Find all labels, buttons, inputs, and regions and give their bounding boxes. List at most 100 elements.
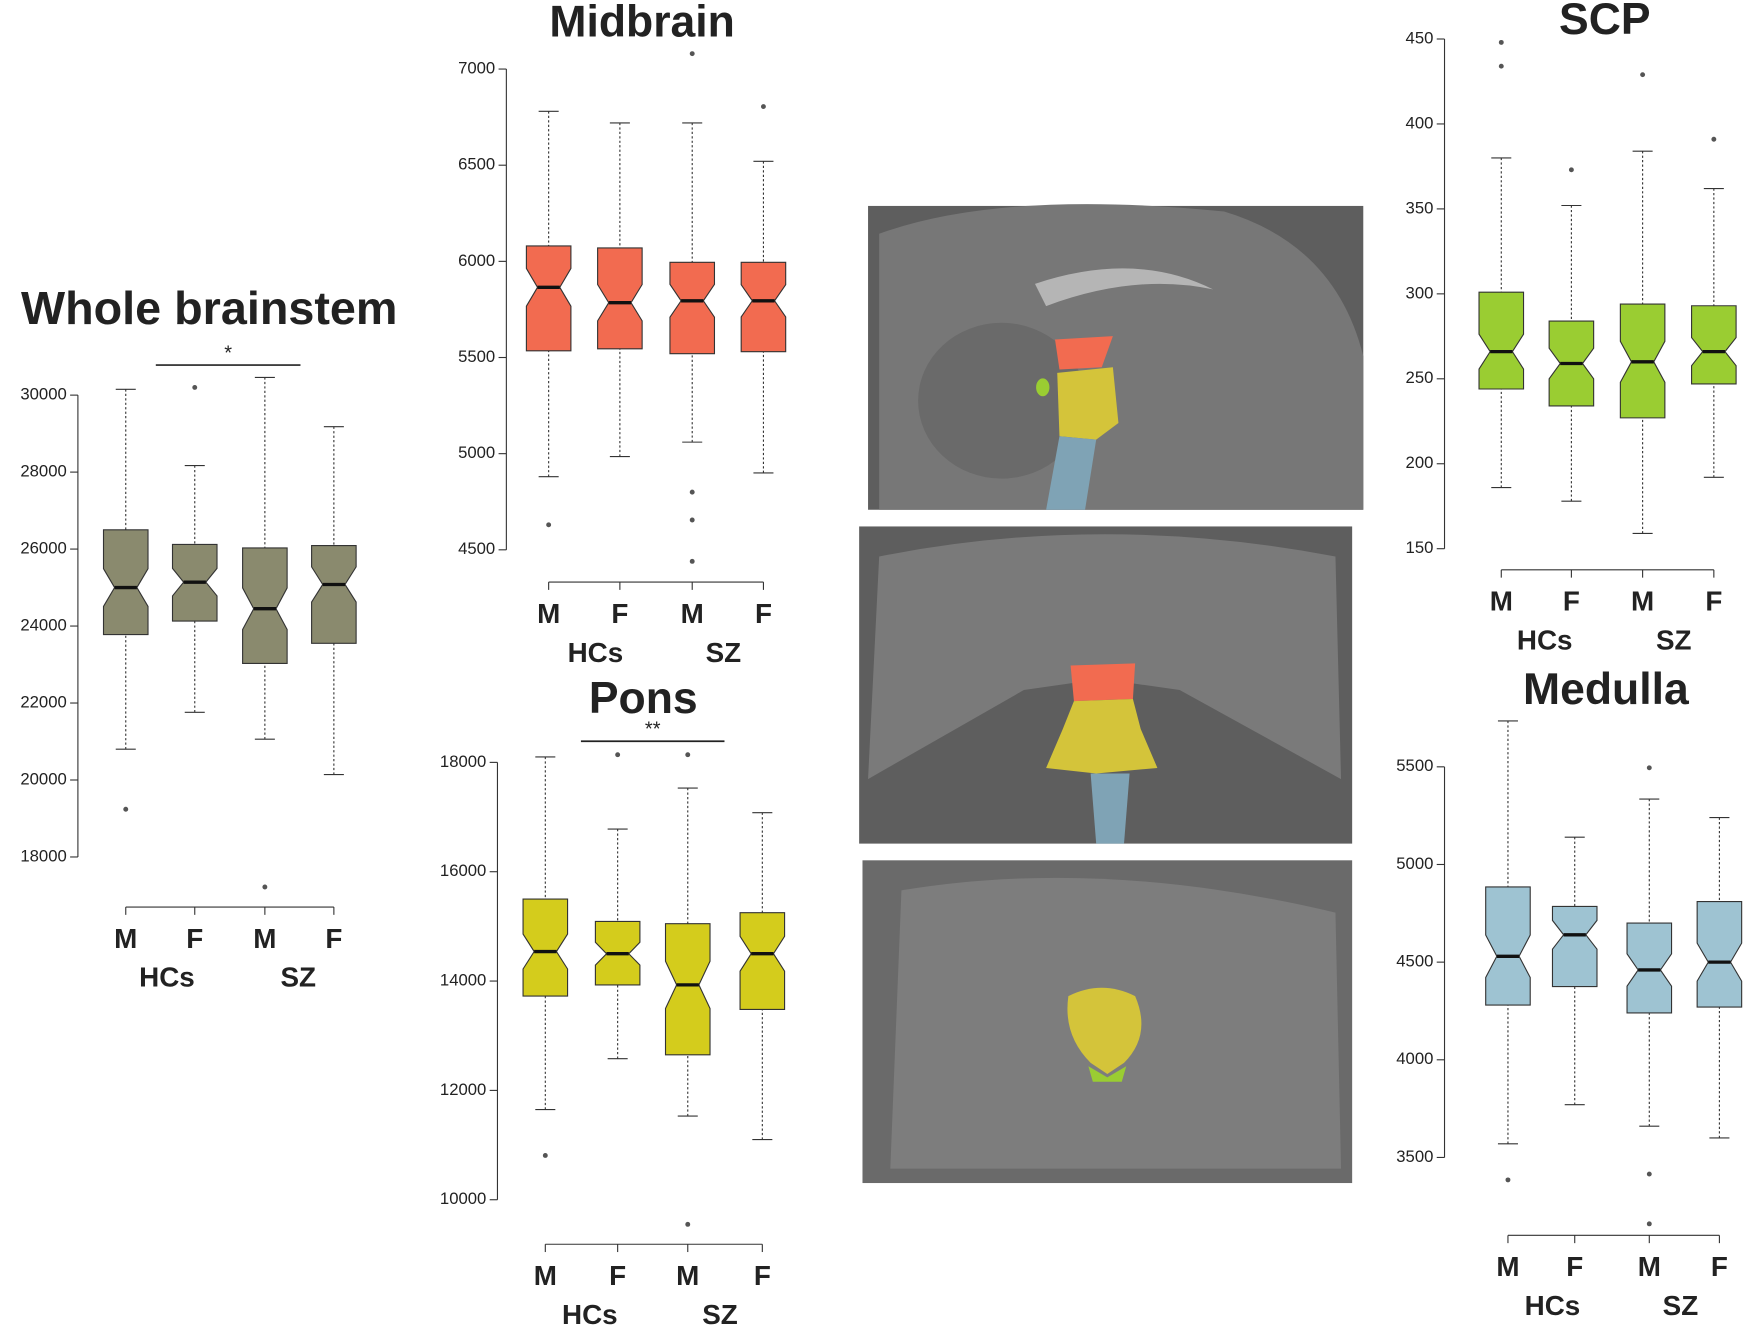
midbrain-region	[1070, 663, 1136, 702]
outlier	[542, 1153, 548, 1158]
y-tick-label: 3500	[1396, 1147, 1433, 1166]
group-label: SZ	[706, 637, 742, 668]
y-tick-label: 5500	[1396, 756, 1433, 775]
x-tick-label: F	[1563, 586, 1580, 617]
y-tick-label: 4500	[458, 539, 495, 558]
outlier	[685, 752, 691, 758]
chart-title: Medulla	[1523, 665, 1690, 714]
y-tick-label: 10000	[440, 1189, 486, 1208]
box	[1691, 305, 1737, 385]
box	[311, 545, 357, 644]
group-label: HCs	[1517, 625, 1573, 656]
chart-title: SCP	[1559, 0, 1651, 44]
box	[522, 898, 569, 997]
box	[669, 261, 716, 355]
x-tick-label: M	[537, 598, 560, 629]
outlier	[1640, 72, 1646, 78]
y-tick-label: 4000	[1396, 1049, 1433, 1068]
group-label: HCs	[139, 962, 195, 993]
x-tick-label: F	[1705, 586, 1722, 617]
y-tick-label: 400	[1406, 113, 1434, 132]
box	[242, 547, 288, 664]
x-tick-label: M	[114, 923, 137, 954]
x-tick-label: F	[1566, 1251, 1583, 1282]
scp-region	[1036, 378, 1050, 397]
outlier	[615, 752, 621, 758]
x-tick-label: M	[253, 923, 276, 954]
outlier	[1646, 1221, 1652, 1227]
outlier	[546, 522, 552, 528]
box	[1478, 291, 1525, 390]
box	[525, 245, 572, 352]
box	[1485, 886, 1531, 1006]
y-tick-label: 20000	[20, 769, 66, 788]
y-tick-label: 12000	[440, 1080, 486, 1099]
box	[1696, 901, 1743, 1008]
y-tick-label: 7000	[458, 58, 495, 77]
group-label: HCs	[562, 1299, 618, 1330]
outlier	[689, 51, 695, 57]
outlier	[1498, 39, 1504, 45]
x-tick-label: M	[681, 598, 704, 629]
y-tick-label: 450	[1406, 28, 1434, 47]
significance-label: **	[645, 719, 661, 741]
pons-region	[1067, 987, 1142, 1074]
cerebellum	[918, 322, 1086, 479]
y-tick-label: 6500	[458, 155, 495, 174]
box	[1626, 922, 1673, 1014]
significance-label: *	[224, 343, 232, 365]
x-tick-label: M	[534, 1260, 557, 1291]
outlier	[685, 1221, 691, 1227]
y-tick-label: 5500	[458, 347, 495, 366]
chart-title: Midbrain	[549, 0, 734, 46]
group-label: SZ	[702, 1299, 738, 1330]
y-tick-label: 28000	[20, 462, 66, 481]
x-tick-label: F	[754, 1260, 771, 1291]
chart-title: Whole brainstem	[21, 282, 398, 334]
y-tick-label: 5000	[458, 443, 495, 462]
outlier	[1498, 63, 1504, 69]
outlier	[760, 104, 766, 109]
y-tick-label: 350	[1406, 198, 1434, 217]
x-tick-label: F	[186, 923, 203, 954]
y-tick-label: 16000	[440, 861, 486, 880]
y-tick-label: 18000	[440, 752, 486, 771]
outlier	[1711, 136, 1717, 142]
x-tick-label: M	[1631, 586, 1654, 617]
box	[1551, 905, 1598, 988]
x-tick-label: M	[676, 1260, 699, 1291]
outlier	[1505, 1177, 1511, 1183]
y-tick-label: 24000	[20, 615, 66, 634]
outlier	[1568, 167, 1574, 173]
y-tick-label: 200	[1406, 453, 1434, 472]
y-tick-label: 4500	[1396, 952, 1433, 971]
y-tick-label: 14000	[440, 970, 486, 989]
x-tick-label: M	[1496, 1251, 1519, 1282]
medulla-region	[1090, 773, 1130, 844]
outlier	[689, 558, 695, 564]
medulla-region	[1046, 436, 1097, 510]
outlier	[262, 884, 268, 890]
y-tick-label: 250	[1406, 368, 1434, 387]
outlier	[192, 384, 198, 390]
x-tick-label: M	[1490, 586, 1513, 617]
y-tick-label: 150	[1406, 538, 1434, 557]
y-tick-label: 6000	[458, 251, 495, 270]
box	[102, 529, 149, 636]
outlier	[1646, 1171, 1652, 1177]
outlier	[689, 489, 695, 495]
outlier	[123, 806, 129, 812]
x-tick-label: F	[325, 923, 342, 954]
x-tick-label: F	[611, 598, 628, 629]
pons-region	[1057, 367, 1119, 440]
y-tick-label: 22000	[20, 692, 66, 711]
box	[597, 247, 643, 350]
x-tick-label: F	[609, 1260, 626, 1291]
y-tick-label: 30000	[20, 385, 66, 404]
midbrain-region	[1055, 336, 1113, 370]
box	[740, 261, 787, 353]
scp-region	[1088, 1066, 1127, 1082]
chart-title: Pons	[589, 674, 698, 723]
